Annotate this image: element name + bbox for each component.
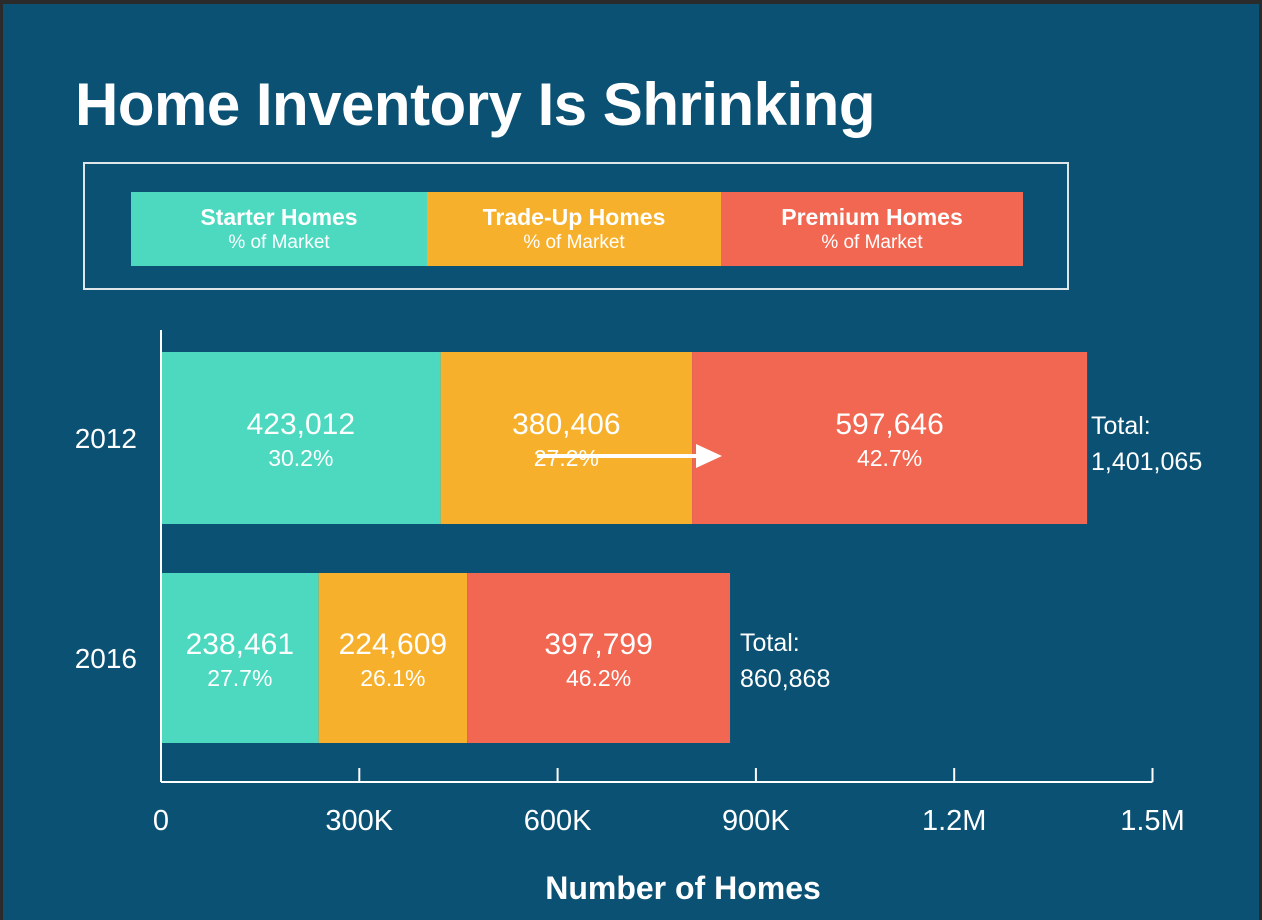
legend-sublabel: % of Market (523, 232, 625, 253)
bar-percent-label: 46.2% (566, 665, 631, 691)
legend-sublabel: % of Market (821, 232, 923, 253)
bar-2016-starter-homes (161, 573, 319, 743)
chart-stage: Home Inventory Is Shrinking Starter Home… (3, 4, 1259, 920)
annotation-arrow (536, 444, 722, 468)
legend-label: Starter Homes (200, 204, 358, 230)
bar-value-label: 397,799 (544, 628, 652, 661)
legend-item-starter-homes: Starter Homes % of Market (131, 192, 427, 266)
bar-value-label: 238,461 (186, 628, 294, 661)
legend-sublabel: % of Market (228, 232, 330, 253)
y-tick-label: 2016 (75, 643, 137, 674)
legend: Starter Homes % of Market Trade-Up Homes… (83, 162, 1069, 290)
legend-label: Trade-Up Homes (482, 204, 666, 230)
x-axis-label: Number of Homes (545, 870, 821, 906)
bar-percent-label: 27.7% (207, 665, 272, 691)
x-tick-label: 0 (153, 805, 169, 837)
y-tick-label: 2012 (75, 423, 137, 454)
x-tick-label: 300K (325, 805, 393, 837)
x-tick-label: 900K (722, 805, 790, 837)
x-tick-label: 600K (524, 805, 592, 837)
bar-percent-label: 42.7% (857, 445, 922, 471)
total-label: Total: (1091, 412, 1151, 440)
legend-item-premium-homes: Premium Homes % of Market (721, 192, 1023, 266)
bar-2016-premium-homes (467, 573, 731, 743)
x-tick-label: 1.5M (1120, 805, 1184, 837)
bar-2012-premium-homes (692, 352, 1088, 524)
bar-2016-trade-up-homes (318, 573, 468, 743)
bar-2012-starter-homes (161, 352, 441, 524)
legend-item-trade-up-homes: Trade-Up Homes % of Market (427, 192, 721, 266)
bar-value-label: 597,646 (835, 408, 943, 441)
total-value: 860,868 (740, 665, 830, 693)
total-value: 1,401,065 (1091, 448, 1202, 476)
bar-value-label: 224,609 (339, 628, 447, 661)
arrow-head (696, 444, 722, 468)
total-label: Total: (740, 629, 800, 657)
bar-value-label: 423,012 (247, 408, 355, 441)
x-tick-label: 1.2M (922, 805, 986, 837)
bar-value-label: 380,406 (512, 408, 620, 441)
bar-percent-label: 26.1% (360, 665, 425, 691)
chart-title: Home Inventory Is Shrinking (75, 71, 876, 138)
bar-percent-label: 30.2% (268, 445, 333, 471)
legend-label: Premium Homes (781, 204, 963, 230)
bar-2012-trade-up-homes (440, 352, 693, 524)
stacked-bar-chart: 423,01230.2%380,40627.2%597,64642.7%2012… (75, 330, 1202, 837)
